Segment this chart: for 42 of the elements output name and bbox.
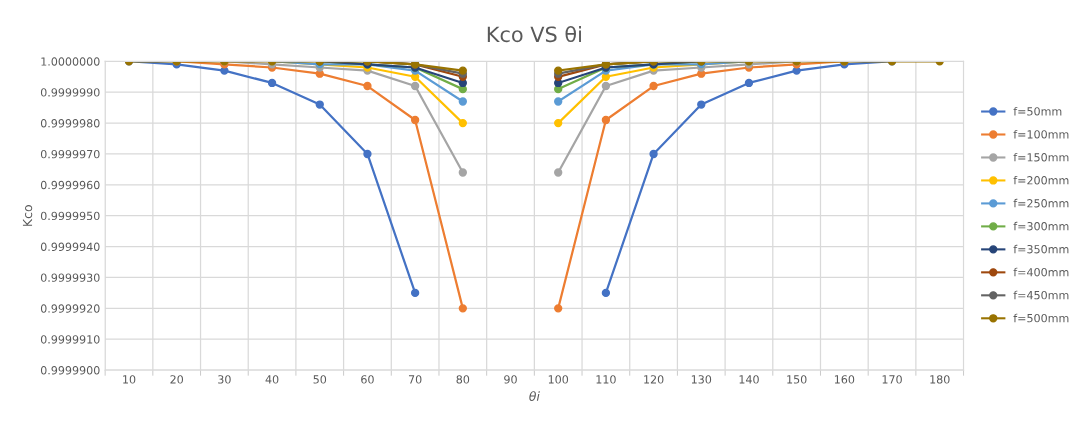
x-tick-label: 120 bbox=[644, 375, 664, 384]
y-tick-label: 0.9999920 bbox=[40, 304, 100, 313]
x-tick-label: 30 bbox=[218, 375, 231, 384]
legend-label: f=150mm bbox=[1013, 152, 1069, 162]
x-tick-label: 180 bbox=[930, 375, 950, 384]
x-tick-label: 90 bbox=[504, 375, 517, 384]
legend-label: f=50mm bbox=[1013, 106, 1062, 116]
chart-title: Kco VS θi bbox=[487, 25, 581, 43]
y-tick-label: 0.9999960 bbox=[40, 180, 100, 190]
y-tick-label: 0.9999980 bbox=[40, 119, 100, 128]
x-tick-label: 60 bbox=[361, 375, 374, 384]
x-tick-label: 20 bbox=[170, 375, 184, 384]
y-tick-label: 0.9999970 bbox=[40, 149, 100, 159]
x-tick-label: 110 bbox=[596, 375, 616, 384]
x-tick-label: 70 bbox=[408, 375, 422, 384]
x-tick-label: 170 bbox=[882, 375, 902, 384]
legend-label: f=350mm bbox=[1013, 244, 1069, 254]
y-tick-label: 0.9999950 bbox=[40, 211, 100, 221]
y-axis-title: Kco bbox=[22, 205, 33, 226]
x-tick-label: 10 bbox=[123, 375, 136, 384]
x-tick-label: 80 bbox=[456, 375, 470, 384]
legend-label: f=300mm bbox=[1013, 221, 1069, 231]
y-tick-label: 1.0000000 bbox=[41, 57, 100, 66]
x-tick-label: 40 bbox=[265, 375, 279, 384]
legend-label: f=450mm bbox=[1013, 290, 1069, 300]
legend-label: f=200mm bbox=[1013, 175, 1069, 185]
y-tick-label: 0.9999940 bbox=[40, 242, 100, 251]
y-tick-label: 0.9999930 bbox=[40, 273, 100, 282]
x-tick-label: 140 bbox=[739, 375, 759, 384]
y-tick-label: 0.9999910 bbox=[40, 335, 100, 344]
x-tick-label: 150 bbox=[787, 375, 807, 384]
legend-label: f=250mm bbox=[1013, 198, 1069, 208]
legend-label: f=400mm bbox=[1013, 267, 1069, 277]
legend-label: f=500mm bbox=[1013, 313, 1069, 323]
x-tick-label: 100 bbox=[548, 375, 569, 384]
x-tick-label: 130 bbox=[691, 375, 712, 384]
legend-label: f=100mm bbox=[1013, 129, 1069, 139]
x-tick-label: 50 bbox=[313, 375, 327, 384]
x-tick-label: 160 bbox=[834, 375, 855, 384]
x-axis-title: θi bbox=[529, 391, 540, 401]
y-tick-label: 0.9999990 bbox=[40, 88, 100, 97]
y-tick-label: 0.9999900 bbox=[40, 366, 100, 375]
